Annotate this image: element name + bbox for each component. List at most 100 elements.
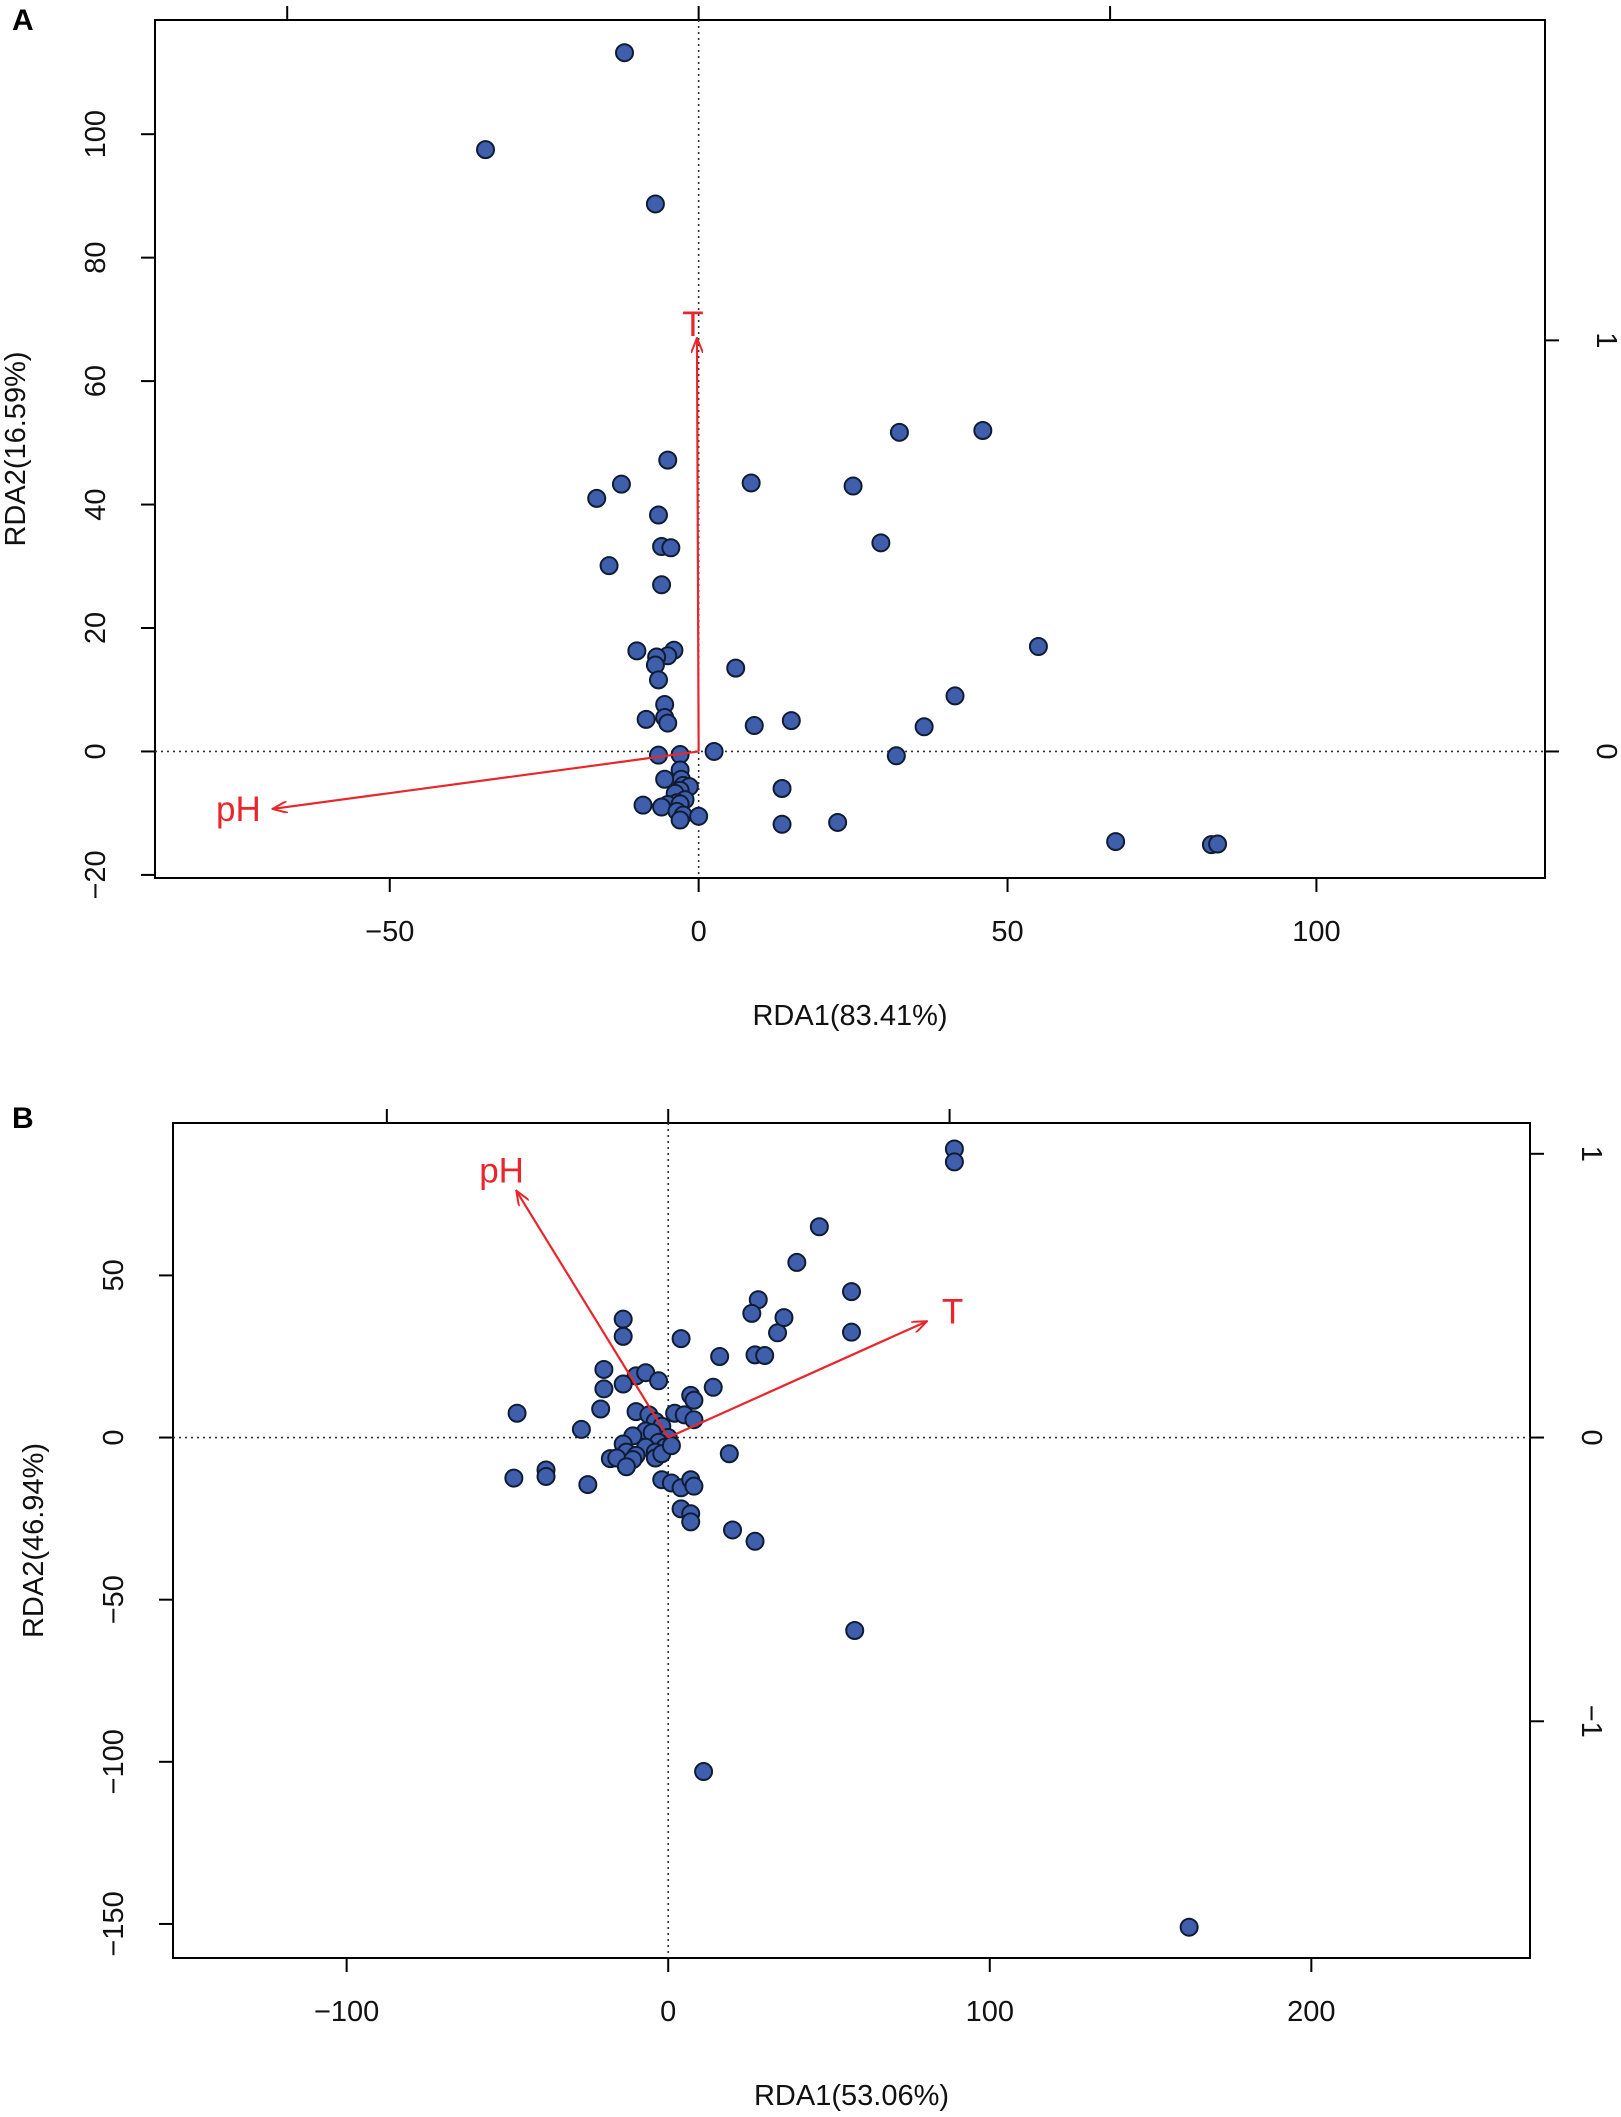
biplot-label-t: T <box>942 1292 963 1331</box>
data-point <box>613 1374 633 1394</box>
data-point <box>661 538 681 558</box>
data-point <box>744 716 764 736</box>
data-point <box>578 1475 598 1495</box>
y-tick-label: 20 <box>80 612 112 644</box>
data-point <box>670 810 690 830</box>
data-point <box>507 1403 527 1423</box>
data-point <box>655 769 675 789</box>
data-point <box>636 709 656 729</box>
data-point <box>615 43 635 63</box>
data-point <box>787 1252 807 1272</box>
data-point <box>599 556 619 576</box>
data-point <box>661 1436 681 1456</box>
biplot-label-t: T <box>682 305 703 344</box>
y-tick-label: 40 <box>80 488 112 520</box>
data-point <box>684 1476 704 1496</box>
data-point <box>772 778 792 798</box>
data-point <box>889 422 909 442</box>
data-point <box>828 812 848 832</box>
data-point <box>1179 1917 1199 1937</box>
panel-label: A <box>12 4 34 37</box>
data-point <box>671 1329 691 1349</box>
biplot-label-ph: pH <box>479 1151 524 1190</box>
data-point <box>781 711 801 731</box>
x-axis-title: RDA1(53.06%) <box>754 2080 949 2112</box>
data-point <box>689 806 709 826</box>
data-point <box>594 1379 614 1399</box>
data-point <box>536 1466 556 1486</box>
data-point <box>704 741 724 761</box>
y-tick-label: 100 <box>80 110 112 158</box>
y-tick-label: 60 <box>80 365 112 397</box>
data-point <box>945 686 965 706</box>
data-point <box>645 194 665 214</box>
data-point <box>1028 637 1048 657</box>
right-axis-tick-label: −1 <box>1575 1705 1607 1738</box>
data-point <box>710 1346 730 1366</box>
data-point <box>772 814 792 834</box>
x-tick-label: 0 <box>660 1996 676 2028</box>
data-point <box>726 658 746 678</box>
y-tick-label: −150 <box>98 1891 130 1956</box>
right-axis-tick-label: 1 <box>1575 1146 1607 1162</box>
data-point <box>842 1282 861 1302</box>
x-tick-label: 0 <box>691 916 707 948</box>
data-point <box>843 476 863 496</box>
x-tick-label: 100 <box>966 1996 1014 2028</box>
panel-b: −100 0 100 200 −150 −100 −50 0 50 −1 0 1 RDA1(53.06%… <box>12 1102 1607 2112</box>
biplot-arrow-t <box>697 338 699 752</box>
data-point <box>627 641 647 661</box>
data-point <box>652 575 672 595</box>
data-point <box>774 1308 794 1328</box>
x-tick-label: 100 <box>1292 916 1340 948</box>
data-point <box>745 1531 765 1551</box>
data-point <box>871 533 891 553</box>
data-point <box>741 473 761 493</box>
data-point <box>842 1322 861 1342</box>
data-point <box>613 1326 633 1346</box>
y-tick-label: 0 <box>80 743 112 759</box>
panel-a: −50 0 50 100 −20 0 20 40 60 80 100 0 1 RDA1(83.41%) RD… <box>0 4 1621 1032</box>
biplot-arrow-ph <box>516 1191 670 1439</box>
data-point <box>633 795 653 815</box>
y-tick-label: −50 <box>98 1575 130 1624</box>
x-tick-label: −100 <box>314 1996 379 2028</box>
panel-label: B <box>12 1102 34 1135</box>
data-point <box>658 450 678 470</box>
data-point <box>648 670 668 690</box>
data-point <box>504 1468 524 1488</box>
biplot-label-ph: pH <box>216 790 261 829</box>
data-point <box>886 746 906 766</box>
right-axis-tick-label: 0 <box>1590 743 1621 759</box>
data-point <box>703 1377 723 1397</box>
data-point <box>571 1419 591 1439</box>
plot-frame <box>154 19 1546 879</box>
data-point <box>616 1457 636 1477</box>
y-tick-label: 80 <box>80 242 112 274</box>
y-axis-title: RDA2(46.94%) <box>18 1443 50 1638</box>
data-point <box>591 1399 611 1419</box>
y-axis-title: RDA2(16.59%) <box>0 351 32 546</box>
data-point <box>845 1620 865 1640</box>
y-tick-label: −100 <box>98 1729 130 1794</box>
data-point <box>755 1346 775 1366</box>
data-point <box>809 1217 829 1237</box>
right-axis-tick-label: 1 <box>1590 332 1621 348</box>
data-point <box>649 1371 669 1391</box>
data-point <box>944 1152 964 1172</box>
data-point <box>723 1520 743 1540</box>
y-tick-label: 0 <box>98 1429 130 1445</box>
data-point <box>648 505 668 525</box>
x-tick-label: 200 <box>1287 1996 1335 2028</box>
y-tick-label: 50 <box>98 1259 130 1291</box>
x-tick-label: 50 <box>991 916 1023 948</box>
data-point <box>694 1762 714 1782</box>
data-point <box>742 1303 762 1323</box>
data-point <box>914 717 934 737</box>
x-axis-title: RDA1(83.41%) <box>752 1000 947 1032</box>
data-point <box>594 1359 614 1379</box>
right-axis-tick-label: 0 <box>1575 1429 1607 1445</box>
data-point <box>652 797 672 817</box>
plot-frame <box>172 1122 1531 1959</box>
